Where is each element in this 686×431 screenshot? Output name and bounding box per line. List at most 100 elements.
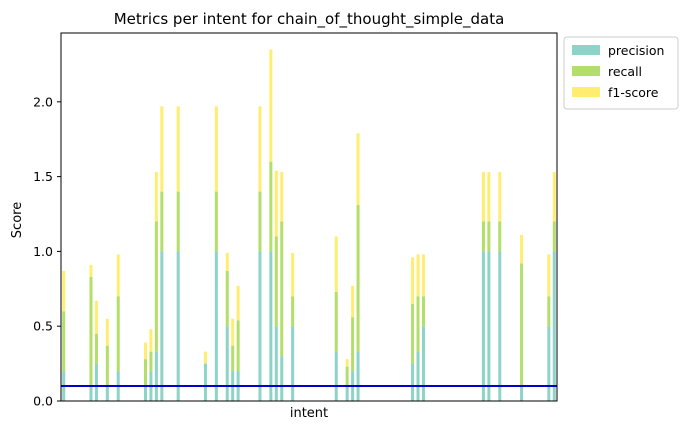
- bar-recall-89: [547, 296, 551, 327]
- bar-f1-score-84: [520, 234, 524, 264]
- bar-f1-score-50: [334, 236, 338, 292]
- bar-precision-6: [94, 363, 98, 401]
- bar-f1-score-26: [203, 351, 207, 364]
- bar-recall-40: [280, 221, 284, 357]
- legend: precision recall f1-score: [563, 36, 679, 110]
- bar-precision-80: [498, 251, 502, 401]
- chart-title: Metrics per intent for chain_of_thought_…: [114, 10, 505, 29]
- bar-recall-90: [552, 221, 556, 252]
- bar-precision-42: [291, 326, 295, 401]
- bar-recall-77: [481, 221, 485, 252]
- bar-recall-32: [236, 320, 240, 372]
- bar-f1-score-53: [351, 285, 355, 318]
- bar-f1-score-66: [421, 254, 425, 297]
- bar-f1-score-80: [498, 172, 502, 222]
- bar-f1-score-8: [105, 318, 109, 346]
- bar-recall-84: [520, 263, 524, 387]
- bar-f1-score-18: [160, 106, 164, 192]
- bar-recall-30: [225, 270, 229, 327]
- bar-f1-score-52: [345, 359, 349, 367]
- bar-recall-36: [258, 191, 262, 252]
- bar-f1-score-90: [552, 172, 556, 222]
- bar-f1-score-30: [225, 252, 229, 271]
- bar-recall-18: [160, 191, 164, 252]
- bar-recall-80: [498, 221, 502, 252]
- bar-recall-21: [176, 191, 180, 252]
- bar-recall-15: [143, 359, 147, 387]
- legend-label-recall: recall: [608, 64, 642, 79]
- bar-precision-77: [481, 251, 485, 401]
- bar-precision-78: [487, 251, 491, 401]
- bar-precision-40: [280, 356, 284, 401]
- bar-f1-score-16: [149, 329, 153, 352]
- bar-f1-score-77: [481, 172, 485, 222]
- bar-f1-score-31: [231, 318, 235, 346]
- y-axis: 0.0 0.5 1.0 1.5 2.0: [33, 94, 61, 409]
- bar-precision-30: [225, 326, 229, 401]
- bar-f1-score-5: [89, 264, 93, 277]
- bar-precision-84: [520, 386, 524, 401]
- bar-f1-score-54: [356, 133, 360, 206]
- bar-f1-score-36: [258, 106, 262, 192]
- x-axis-label: intent: [290, 406, 328, 421]
- y-tick-label: 0.0: [33, 394, 53, 409]
- bar-recall-10: [116, 296, 120, 372]
- bar-precision-17: [154, 351, 158, 401]
- bar-recall-54: [356, 205, 360, 352]
- bar-recall-64: [411, 303, 415, 364]
- bar-f1-score-40: [280, 172, 284, 222]
- bar-f1-score-21: [176, 106, 180, 192]
- bar-precision-8: [105, 386, 109, 401]
- legend-label-f1-score: f1-score: [608, 85, 659, 100]
- bar-recall-31: [231, 345, 235, 372]
- bar-recall-28: [214, 191, 218, 252]
- legend-label-precision: precision: [608, 43, 664, 58]
- bar-f1-score-78: [487, 172, 491, 222]
- bar-f1-score-89: [547, 254, 551, 297]
- bar-precision-21: [176, 251, 180, 401]
- bar-precision-26: [203, 363, 207, 401]
- bar-precision-89: [547, 326, 551, 401]
- bar-recall-66: [421, 296, 425, 327]
- bar-recall-17: [154, 221, 158, 352]
- bar-recall-38: [269, 161, 273, 252]
- bar-precision-90: [552, 251, 556, 401]
- bar-recall-6: [94, 333, 98, 364]
- bar-f1-score-6: [94, 300, 98, 334]
- bar-f1-score-65: [416, 254, 420, 297]
- y-axis-label: Score: [10, 202, 25, 238]
- bar-f1-score-32: [236, 285, 240, 321]
- bar-recall-8: [105, 345, 109, 387]
- bar-f1-score-10: [116, 254, 120, 297]
- bar-recall-78: [487, 221, 491, 252]
- bar-recall-16: [149, 351, 153, 372]
- bar-precision-64: [411, 363, 415, 401]
- bar-precision-39: [274, 326, 278, 401]
- y-tick-label: 1.0: [33, 244, 53, 259]
- legend-swatch-f1-score: [572, 87, 600, 97]
- bar-precision-65: [416, 351, 420, 401]
- bar-precision-66: [421, 326, 425, 401]
- legend-swatch-precision: [572, 45, 600, 55]
- bar-f1-score-39: [274, 170, 278, 237]
- bar-f1-score-28: [214, 106, 218, 192]
- bar-precision-38: [269, 251, 273, 401]
- bar-precision-54: [356, 351, 360, 401]
- bars-group: [62, 49, 556, 401]
- bar-f1-score-38: [269, 49, 273, 162]
- bar-f1-score-64: [411, 257, 415, 304]
- bar-recall-50: [334, 291, 338, 352]
- bar-precision-18: [160, 251, 164, 401]
- bar-f1-score-0: [62, 270, 66, 312]
- bar-precision-36: [258, 251, 262, 401]
- bar-recall-65: [416, 296, 420, 352]
- bar-precision-15: [143, 386, 147, 401]
- legend-swatch-recall: [572, 66, 600, 76]
- bar-recall-39: [274, 236, 278, 327]
- bar-recall-5: [89, 276, 93, 387]
- bar-precision-5: [89, 386, 93, 401]
- bar-recall-42: [291, 296, 295, 327]
- bar-precision-52: [345, 386, 349, 401]
- bar-recall-53: [351, 317, 355, 372]
